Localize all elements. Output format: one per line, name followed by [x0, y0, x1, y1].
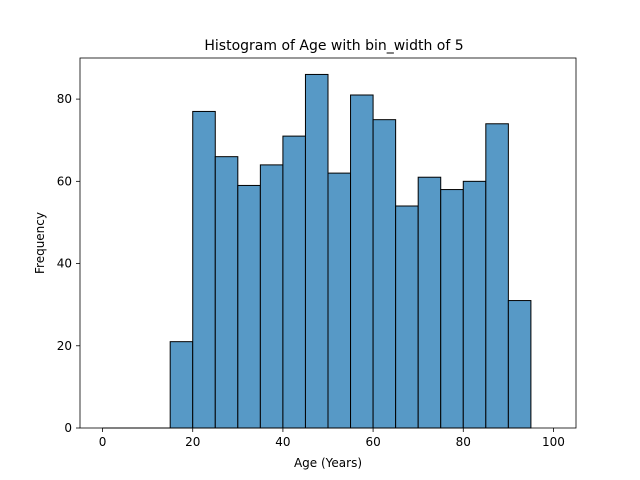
y-tick-label: 80	[57, 92, 72, 106]
x-tick-label: 80	[456, 435, 471, 449]
histogram-bar	[304, 73, 329, 429]
histogram-bar	[462, 180, 487, 429]
x-tick-label: 60	[365, 435, 380, 449]
y-tick-label: 20	[57, 339, 72, 353]
histogram-bar	[214, 156, 239, 429]
histogram-bar	[169, 341, 194, 429]
histogram-bar	[417, 176, 442, 429]
histogram-bar	[259, 164, 284, 429]
histogram-bar	[440, 189, 464, 429]
x-tick-label: 100	[542, 435, 565, 449]
y-axis-ticks: 0 20 40 60 80	[57, 92, 80, 435]
bars-group	[102, 73, 532, 429]
histogram-bar	[192, 110, 216, 429]
x-tick-label: 40	[275, 435, 290, 449]
histogram-bar	[237, 184, 261, 429]
x-tick-label: 20	[185, 435, 200, 449]
histogram-bar	[350, 94, 374, 429]
x-axis-label: Age (Years)	[294, 456, 362, 470]
y-tick-label: 40	[57, 257, 72, 271]
histogram-bar	[372, 119, 397, 429]
histogram-bar	[282, 135, 306, 429]
y-tick-label: 60	[57, 174, 72, 188]
histogram-bar	[507, 300, 532, 429]
y-axis-label: Frequency	[33, 212, 47, 274]
histogram-bar	[485, 123, 509, 429]
y-tick-label: 0	[64, 421, 72, 435]
chart-title: Histogram of Age with bin_width of 5	[204, 38, 463, 54]
plot-frame	[79, 57, 577, 429]
histogram-bar	[395, 205, 419, 429]
x-axis-ticks: 0 20 40 60 80 100	[99, 428, 565, 449]
x-tick-label: 0	[99, 435, 107, 449]
histogram-bar	[327, 172, 352, 429]
